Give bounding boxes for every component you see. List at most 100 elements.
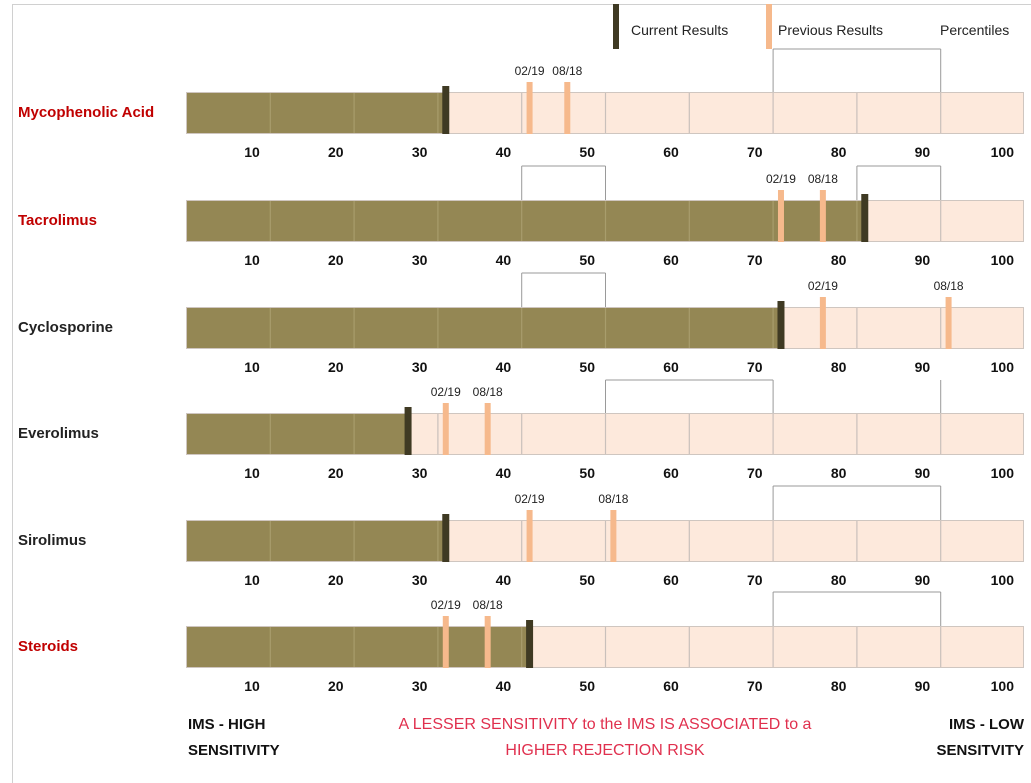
tacrolimus-tick-label: 50 (579, 252, 595, 268)
sirolimus-tick-label: 20 (328, 572, 344, 588)
cyclosporine-previous-marker (945, 297, 952, 349)
steroids-tick-label: 70 (747, 678, 763, 694)
steroids-previous-marker (442, 616, 449, 668)
footer-high-sensitivity: IMS - HIGH SENSITIVITY (188, 712, 280, 764)
everolimus-tick-label: 90 (915, 465, 931, 481)
everolimus-current-marker (404, 407, 412, 455)
mycophenolic-acid-previous-marker (564, 82, 571, 134)
mycophenolic-acid-tick-label: 90 (915, 144, 931, 160)
tacrolimus-tick-label: 100 (991, 252, 1015, 268)
sirolimus-previous-marker (610, 510, 617, 562)
everolimus-bar-outline (186, 413, 1024, 455)
steroids-previous-label: 02/19 (431, 598, 461, 612)
sirolimus-previous-label: 02/19 (515, 492, 545, 506)
tacrolimus-tick-label: 70 (747, 252, 763, 268)
cyclosporine-tick-label: 30 (412, 359, 428, 375)
sirolimus-bar-outline (186, 520, 1024, 562)
chart-frame (12, 4, 1031, 783)
cyclosporine-tick-label: 50 (579, 359, 595, 375)
tacrolimus-current-marker (861, 194, 869, 242)
tacrolimus-tick-label: 10 (244, 252, 260, 268)
tacrolimus-tick-label: 60 (663, 252, 679, 268)
tacrolimus-previous-label: 02/19 (766, 172, 796, 186)
mycophenolic-acid-tick-label: 50 (579, 144, 595, 160)
everolimus-bar-fill (186, 413, 409, 455)
mycophenolic-acid-tick-label: 70 (747, 144, 763, 160)
cyclosporine-tick-label: 40 (496, 359, 512, 375)
cyclosporine-tick-label: 70 (747, 359, 763, 375)
sirolimus-tick-label: 10 (244, 572, 260, 588)
steroids-tick-label: 20 (328, 678, 344, 694)
cyclosporine-label: Cyclosporine (18, 319, 114, 336)
mycophenolic-acid-bar-outline (186, 92, 1024, 134)
mycophenolic-acid-tick-label: 30 (412, 144, 428, 160)
sirolimus-tick-label: 50 (579, 572, 595, 588)
everolimus-tick-label: 40 (496, 465, 512, 481)
cyclosporine-tick-label: 80 (831, 359, 847, 375)
cyclosporine-tick-label: 100 (991, 359, 1015, 375)
everolimus-tick-label: 80 (831, 465, 847, 481)
steroids-tick-label: 10 (244, 678, 260, 694)
sirolimus-tick-label: 60 (663, 572, 679, 588)
everolimus-previous-marker (484, 403, 491, 455)
sirolimus-tick-label: 70 (747, 572, 763, 588)
mycophenolic-acid-previous-label: 02/19 (515, 64, 545, 78)
mycophenolic-acid-bar-fill (186, 92, 446, 134)
steroids-tick-label: 60 (663, 678, 679, 694)
tacrolimus-tick-label: 80 (831, 252, 847, 268)
tacrolimus-tick-label: 40 (496, 252, 512, 268)
sirolimus-previous-label: 08/18 (598, 492, 628, 506)
steroids-label: Steroids (18, 638, 79, 655)
everolimus-tick-label: 20 (328, 465, 344, 481)
everolimus-tick-label: 50 (579, 465, 595, 481)
sirolimus-bar-fill (186, 520, 446, 562)
cyclosporine-tick-label: 90 (915, 359, 931, 375)
mycophenolic-acid-tick-label: 10 (244, 144, 260, 160)
cyclosporine-bar-fill (186, 307, 781, 349)
everolimus-tick-label: 60 (663, 465, 679, 481)
previous-results-legend: Previous Results (778, 22, 884, 38)
sirolimus-tick-label: 100 (991, 572, 1015, 588)
everolimus-previous-marker (442, 403, 449, 455)
steroids-previous-label: 08/18 (473, 598, 503, 612)
tacrolimus-previous-label: 08/18 (808, 172, 838, 186)
sirolimus-tick-label: 40 (496, 572, 512, 588)
everolimus-tick-label: 30 (412, 465, 428, 481)
steroids-tick-label: 90 (915, 678, 931, 694)
cyclosporine-tick-label: 60 (663, 359, 679, 375)
tacrolimus-tick-label: 20 (328, 252, 344, 268)
tacrolimus-previous-marker (777, 190, 784, 242)
footer-center-line2: HIGHER REJECTION RISK (505, 742, 705, 759)
footer-right-line2: SENSITVITY (936, 742, 1024, 759)
sirolimus-previous-marker (526, 510, 533, 562)
steroids-tick-label: 100 (991, 678, 1015, 694)
cyclosporine-tick-label: 20 (328, 359, 344, 375)
cyclosporine-bar-outline (186, 307, 1024, 349)
footer-left-line2: SENSITIVITY (188, 742, 280, 759)
tacrolimus-bar-fill (186, 200, 865, 242)
footer-low-sensitivity: IMS - LOW SENSITVITY (932, 712, 1024, 764)
everolimus-previous-label: 08/18 (473, 385, 503, 399)
footer-rejection-risk-note: A LESSER SENSITIVITY to the IMS IS ASSOC… (355, 712, 855, 764)
sirolimus-label: Sirolimus (18, 532, 87, 549)
previous-results-swatch (766, 4, 772, 49)
mycophenolic-acid-tick-label: 20 (328, 144, 344, 160)
cyclosporine-previous-label: 08/18 (934, 279, 964, 293)
everolimus-previous-label: 02/19 (431, 385, 461, 399)
footer-left-line1: IMS - HIGH (188, 716, 266, 733)
mycophenolic-acid-tick-label: 60 (663, 144, 679, 160)
sirolimus-current-marker (442, 514, 450, 562)
current-results-swatch (613, 4, 619, 49)
everolimus-tick-label: 100 (991, 465, 1015, 481)
steroids-tick-label: 50 (579, 678, 595, 694)
everolimus-label: Everolimus (18, 425, 99, 442)
mycophenolic-acid-previous-label: 08/18 (552, 64, 582, 78)
percentiles-legend: Percentiles (940, 22, 1010, 38)
current-results-legend: Current Results (631, 22, 729, 38)
cyclosporine-tick-label: 10 (244, 359, 260, 375)
tacrolimus-tick-label: 30 (412, 252, 428, 268)
tacrolimus-bar-outline (186, 200, 1024, 242)
footer-right-line1: IMS - LOW (949, 716, 1024, 733)
everolimus-tick-label: 70 (747, 465, 763, 481)
